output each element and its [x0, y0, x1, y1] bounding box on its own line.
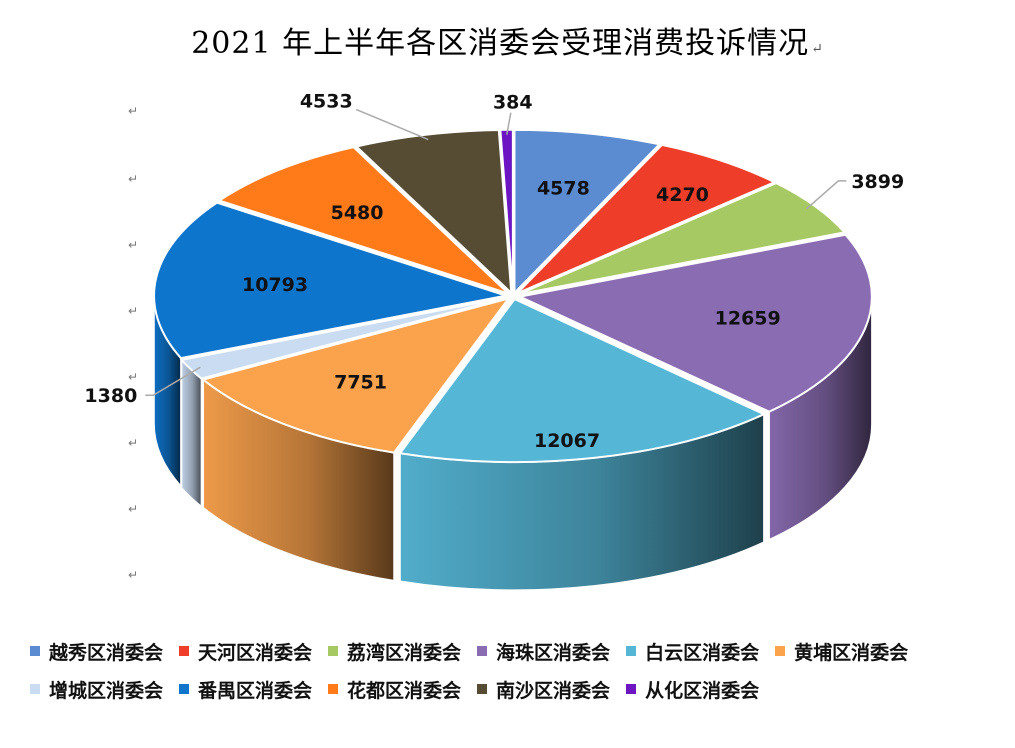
chart-legend: 越秀区消委会 天河区消委会 荔湾区消委会 海珠区消委会 白云区消委会 黄埔区消委会增城区消…	[30, 632, 1015, 708]
pie-slice-10	[499, 128, 514, 293]
leader-lines	[145, 108, 847, 396]
legend-row: 增城区消委会 番禺区消委会 花都区消委会 南沙区消委会 从化区消委会	[30, 670, 1015, 708]
legend-item: 黄埔区消委会	[775, 638, 908, 665]
legend-swatch	[328, 646, 339, 656]
legend-item: 番禺区消委会	[179, 676, 312, 703]
data-label: 1380	[84, 385, 137, 407]
legend-swatch	[626, 646, 637, 656]
leader-line	[805, 180, 847, 210]
data-labels: 4578 4270 3899 12659 12067 7751 1380 10793 5480 4…	[84, 91, 904, 452]
pie-slice-4	[398, 297, 767, 464]
pie-slice-7	[153, 201, 507, 360]
legend-label: 天河区消委会	[198, 641, 313, 664]
paragraph-mark: ↵	[128, 304, 139, 318]
data-label: 5480	[331, 202, 384, 224]
pie-slice-3	[516, 233, 873, 413]
chart-title: 2021 年上半年各区消委会受理消费投诉情况 ↵	[191, 26, 824, 61]
legend-swatch	[328, 684, 339, 694]
legend-swatch	[775, 646, 786, 656]
paragraph-mark: ↵	[128, 172, 139, 186]
legend-label: 南沙区消委会	[496, 679, 611, 702]
data-label: 4578	[537, 178, 590, 200]
pie-slice-5	[201, 296, 512, 454]
legend-swatch	[30, 646, 40, 656]
data-label: 10793	[242, 274, 308, 296]
legend-item: 花都区消委会	[328, 676, 461, 703]
legend-item: 天河区消委会	[179, 638, 312, 665]
leader-line	[145, 366, 201, 396]
data-label: 3899	[851, 171, 904, 193]
legend-item: 越秀区消委会	[30, 638, 163, 665]
paragraph-mark: ↵	[128, 568, 139, 582]
paragraph-mark: ↵	[128, 370, 139, 384]
legend-item: 从化区消委会	[626, 676, 759, 703]
paragraph-mark: ↵	[128, 436, 139, 450]
data-label: 12659	[715, 308, 781, 330]
legend-item: 海珠区消委会	[477, 638, 610, 665]
pie-slice-6	[179, 296, 507, 380]
pie-slice-9	[354, 128, 513, 296]
legend-label: 从化区消委会	[645, 679, 760, 702]
data-label: 7751	[334, 371, 387, 393]
pie-side-6	[180, 357, 203, 509]
legend-label: 荔湾区消委会	[347, 641, 462, 664]
data-label: 4270	[656, 184, 709, 206]
legend-swatch	[179, 684, 190, 694]
pie-slice-0	[513, 128, 662, 296]
data-label: 384	[493, 92, 533, 114]
paragraph-mark: ↵	[128, 502, 139, 516]
pie-tops	[153, 128, 873, 464]
pie-chart: 4578 4270 3899 12659 12067 7751 1380 10793 5480 4…	[84, 91, 904, 591]
legend-label: 增城区消委会	[49, 679, 164, 702]
pie-slice-8	[217, 146, 510, 295]
legend-swatch	[477, 684, 488, 694]
leader-line	[355, 108, 429, 141]
leader-line	[506, 112, 512, 135]
legend-item: 白云区消委会	[626, 638, 759, 665]
data-label: 12067	[534, 430, 600, 452]
legend-swatch	[477, 646, 488, 656]
legend-item: 增城区消委会	[30, 676, 163, 703]
legend-item: 荔湾区消委会	[328, 638, 461, 665]
data-label: 4533	[300, 91, 353, 113]
legend-label: 白云区消委会	[645, 641, 760, 664]
legend-swatch	[626, 684, 637, 694]
legend-label: 黄埔区消委会	[794, 641, 909, 664]
legend-label: 海珠区消委会	[496, 641, 611, 664]
legend-swatch	[30, 684, 40, 694]
legend-row: 越秀区消委会 天河区消委会 荔湾区消委会 海珠区消委会 白云区消委会 黄埔区消委会	[30, 632, 1015, 670]
legend-label: 番禺区消委会	[198, 679, 313, 702]
legend-item: 南沙区消委会	[477, 676, 610, 703]
legend-swatch	[179, 646, 190, 656]
legend-label: 越秀区消委会	[49, 641, 164, 664]
pie-slice-1	[516, 143, 777, 295]
paragraph-mark: ↵	[128, 104, 139, 118]
legend-label: 花都区消委会	[347, 679, 462, 702]
pie-slice-2	[518, 181, 847, 296]
pie-sides	[153, 295, 873, 591]
paragraph-mark: ↵	[128, 238, 139, 252]
